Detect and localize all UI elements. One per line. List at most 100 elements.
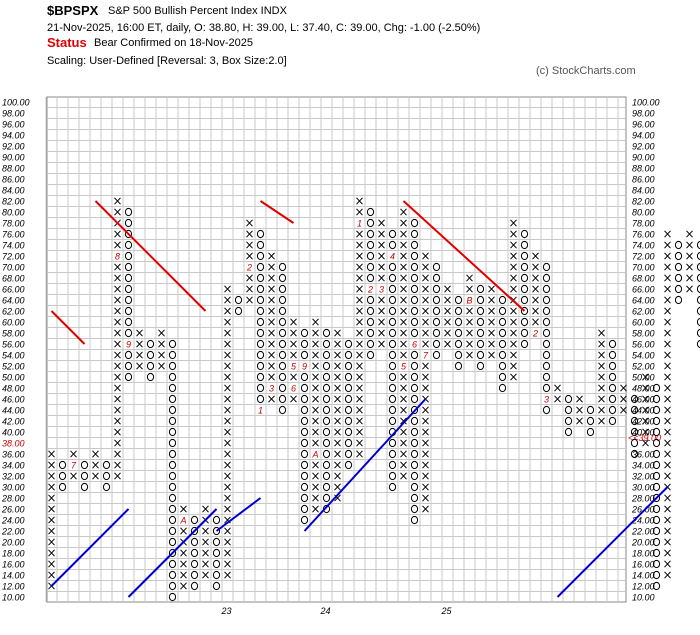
o-mark bbox=[278, 405, 287, 415]
x-mark bbox=[92, 461, 99, 469]
x-mark bbox=[224, 384, 231, 392]
x-mark bbox=[224, 505, 231, 513]
x-mark bbox=[224, 307, 231, 315]
o-mark bbox=[322, 394, 331, 404]
x-mark bbox=[224, 296, 231, 304]
y-tick-label-right: 78.00 bbox=[632, 219, 655, 229]
o-mark bbox=[300, 416, 309, 426]
x-mark bbox=[356, 296, 363, 304]
y-tick-label-left: 96.00 bbox=[2, 120, 25, 130]
x-mark bbox=[224, 461, 231, 469]
x-mark bbox=[114, 340, 121, 348]
o-mark bbox=[696, 306, 700, 316]
o-mark bbox=[454, 350, 463, 360]
y-tick-label-left: 92.00 bbox=[2, 142, 25, 152]
o-mark bbox=[498, 372, 507, 382]
x-mark bbox=[312, 384, 319, 392]
o-mark bbox=[102, 482, 111, 492]
o-mark bbox=[432, 284, 441, 294]
x-mark bbox=[510, 252, 517, 260]
o-mark bbox=[410, 482, 419, 492]
o-mark bbox=[388, 471, 397, 481]
x-mark bbox=[312, 351, 319, 359]
x-mark bbox=[114, 230, 121, 238]
x-mark bbox=[114, 208, 121, 216]
x-mark bbox=[510, 285, 517, 293]
x-mark bbox=[334, 351, 341, 359]
o-mark bbox=[102, 471, 111, 481]
o-mark bbox=[696, 284, 700, 294]
x-mark bbox=[686, 263, 693, 271]
o-mark bbox=[388, 284, 397, 294]
bearish-resistance-line bbox=[402, 200, 526, 312]
x-mark bbox=[114, 384, 121, 392]
x-mark bbox=[290, 373, 297, 381]
x-mark bbox=[664, 340, 671, 348]
o-mark bbox=[212, 581, 221, 591]
x-mark bbox=[356, 439, 363, 447]
o-mark bbox=[168, 526, 177, 536]
o-mark bbox=[168, 493, 177, 503]
o-mark bbox=[256, 229, 265, 239]
o-mark bbox=[300, 460, 309, 470]
x-mark bbox=[268, 362, 275, 370]
x-mark bbox=[114, 296, 121, 304]
y-tick-label-right: 24.00 bbox=[631, 516, 655, 526]
x-mark bbox=[48, 571, 55, 579]
o-mark bbox=[652, 482, 661, 492]
o-mark bbox=[432, 295, 441, 305]
o-mark bbox=[124, 273, 133, 283]
o-mark bbox=[432, 350, 441, 360]
y-tick-label-right: 84.00 bbox=[632, 186, 655, 196]
o-mark bbox=[410, 383, 419, 393]
x-mark bbox=[378, 318, 385, 326]
o-mark bbox=[190, 537, 199, 547]
x-mark bbox=[400, 340, 407, 348]
o-mark bbox=[388, 273, 397, 283]
month-marker: 2 bbox=[367, 284, 373, 294]
x-mark bbox=[312, 472, 319, 480]
o-mark bbox=[608, 361, 617, 371]
x-mark bbox=[290, 395, 297, 403]
x-mark bbox=[246, 296, 253, 304]
month-marker: 1 bbox=[258, 405, 263, 415]
x-mark bbox=[378, 329, 385, 337]
o-mark bbox=[388, 328, 397, 338]
y-tick-label-left: 88.00 bbox=[2, 164, 25, 174]
o-mark bbox=[322, 482, 331, 492]
o-mark bbox=[168, 460, 177, 470]
x-mark bbox=[114, 417, 121, 425]
x-mark bbox=[114, 439, 121, 447]
o-mark bbox=[388, 361, 397, 371]
o-mark bbox=[124, 251, 133, 261]
o-mark bbox=[366, 339, 375, 349]
o-mark bbox=[322, 460, 331, 470]
o-mark bbox=[630, 405, 639, 415]
x-mark bbox=[356, 428, 363, 436]
x-mark bbox=[334, 472, 341, 480]
o-mark bbox=[410, 229, 419, 239]
x-mark bbox=[664, 527, 671, 535]
o-mark bbox=[300, 372, 309, 382]
o-mark bbox=[476, 284, 485, 294]
o-mark bbox=[256, 317, 265, 327]
o-mark bbox=[322, 350, 331, 360]
x-mark bbox=[576, 406, 583, 414]
x-mark bbox=[224, 406, 231, 414]
o-mark bbox=[520, 295, 529, 305]
o-mark bbox=[124, 361, 133, 371]
o-mark bbox=[542, 383, 551, 393]
o-mark bbox=[608, 372, 617, 382]
y-tick-label-right: 50.00 bbox=[632, 373, 655, 383]
x-mark bbox=[224, 538, 231, 546]
y-tick-label-right: 94.00 bbox=[632, 131, 655, 141]
x-mark bbox=[686, 241, 693, 249]
x-mark bbox=[664, 395, 671, 403]
o-mark bbox=[410, 262, 419, 272]
x-mark bbox=[664, 406, 671, 414]
y-tick-label-left: 40.00 bbox=[2, 428, 25, 438]
o-mark bbox=[432, 262, 441, 272]
x-mark bbox=[202, 538, 209, 546]
x-mark bbox=[664, 285, 671, 293]
x-mark bbox=[422, 417, 429, 425]
